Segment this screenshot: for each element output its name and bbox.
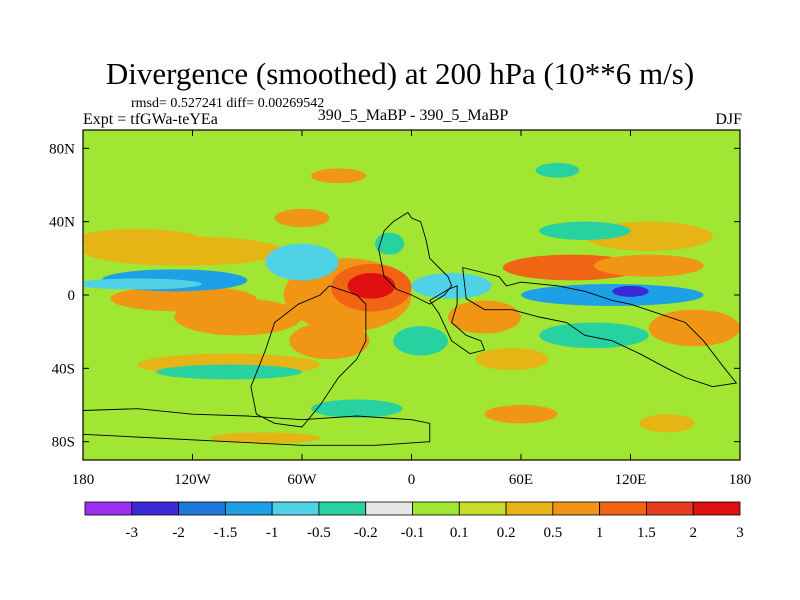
divergence-blob-11	[289, 322, 370, 360]
divergence-blob-28	[639, 414, 695, 433]
colorbar-swatch-7	[412, 501, 460, 516]
divergence-blob-24	[484, 405, 558, 424]
land-outlines	[83, 211, 738, 446]
colorbar-label: -1.5	[213, 525, 237, 541]
divergence-blob-14	[265, 243, 339, 281]
x-tick-label: 180	[729, 472, 752, 488]
divergence-blob-15	[594, 254, 704, 277]
y-tick-label: 80N	[49, 141, 75, 157]
colorbar-swatch-5	[318, 501, 367, 516]
colorbar: -3 -2 -1.5 -1 -0.5 -0.2 -0.1 0.1 0.2 0.5 1 1.5 2 3	[84, 501, 744, 541]
colorbar-label: 3	[736, 525, 744, 541]
divergence-blob-3	[521, 284, 704, 306]
divergence-blob-31	[535, 163, 580, 178]
season-label: DJF	[715, 111, 742, 128]
comparison-label: 390_5_MaBP - 390_5_MaBP	[317, 107, 509, 124]
y-tick-label: 80S	[52, 435, 75, 451]
colorbar-swatch-13	[692, 501, 741, 516]
y-tick-label: 0	[68, 288, 76, 304]
colorbar-swatch-2	[178, 501, 226, 516]
divergence-blob-16	[448, 300, 521, 334]
colorbar-label: -2	[172, 525, 185, 541]
colorbar-label: 2	[689, 525, 697, 541]
divergence-blob-23	[83, 278, 202, 290]
colorbar-label: 0.2	[497, 525, 516, 541]
colorbar-swatch-9	[505, 501, 554, 516]
colorbar-swatch-8	[458, 501, 507, 516]
colorbar-label: -3	[126, 525, 139, 541]
x-tick-label: 60E	[509, 472, 533, 488]
divergence-blob-9	[648, 309, 740, 347]
north-america-outline	[378, 211, 453, 305]
colorbar-label: -1	[266, 525, 279, 541]
y-tick-label: 40N	[49, 215, 75, 231]
y-tick-label: 40S	[52, 361, 75, 377]
divergence-blob-26	[210, 432, 321, 444]
divergence-blob-32	[612, 285, 649, 297]
colorbar-label: 1	[596, 525, 604, 541]
colorbar-swatch-6	[365, 501, 413, 516]
divergence-blob-29	[311, 168, 366, 184]
x-tick-label: 180	[72, 472, 95, 488]
divergence-blob-22	[475, 348, 549, 371]
colorbar-label: 0.5	[543, 525, 562, 541]
colorbar-label: -0.2	[354, 525, 378, 541]
south-america-outline	[250, 285, 367, 428]
divergence-blob-27	[274, 208, 330, 228]
divergence-blob-12	[83, 229, 202, 251]
divergence-blob-17	[156, 364, 302, 380]
colorbar-swatch-11	[599, 501, 647, 516]
divergence-blob-19	[539, 221, 631, 240]
divergence-blob-25	[347, 273, 396, 299]
experiment-label: Expt = tfGWa-teYEa	[83, 111, 218, 128]
x-tick-label: 0	[408, 472, 416, 488]
colorbar-swatch-1	[131, 501, 179, 516]
colorbar-swatch-4	[271, 501, 320, 516]
x-tick-label: 60W	[287, 472, 317, 488]
rmsd-diff-stats: rmsd= 0.527241 diff= 0.00269542	[131, 96, 325, 111]
axes: 180 120W 60W 0 60E 120E 180 80N 40N 0 40S 80S	[49, 130, 751, 488]
colorbar-label: 0.1	[450, 525, 469, 541]
antarctica-outline	[83, 408, 431, 446]
divergence-blob-20	[311, 399, 403, 418]
x-tick-label: 120E	[615, 472, 647, 488]
colorbar-label: 1.5	[637, 525, 656, 541]
colorbar-swatch-0	[84, 501, 133, 516]
colorbar-label: -0.5	[307, 525, 331, 541]
divergence-blob-13	[539, 322, 649, 349]
africa-outline	[429, 285, 486, 355]
divergence-blob-21	[393, 326, 448, 356]
eurasia-outline	[462, 267, 738, 388]
divergence-blob-6	[110, 285, 257, 312]
x-tick-label: 120W	[174, 472, 212, 488]
colorbar-swatch-12	[646, 501, 694, 516]
colorbar-swatch-10	[552, 501, 601, 516]
chart-title: Divergence (smoothed) at 200 hPa (10**6 …	[105, 56, 695, 91]
divergence-field	[83, 130, 740, 460]
colorbar-label: -0.1	[401, 525, 425, 541]
colorbar-swatch-3	[224, 501, 273, 516]
